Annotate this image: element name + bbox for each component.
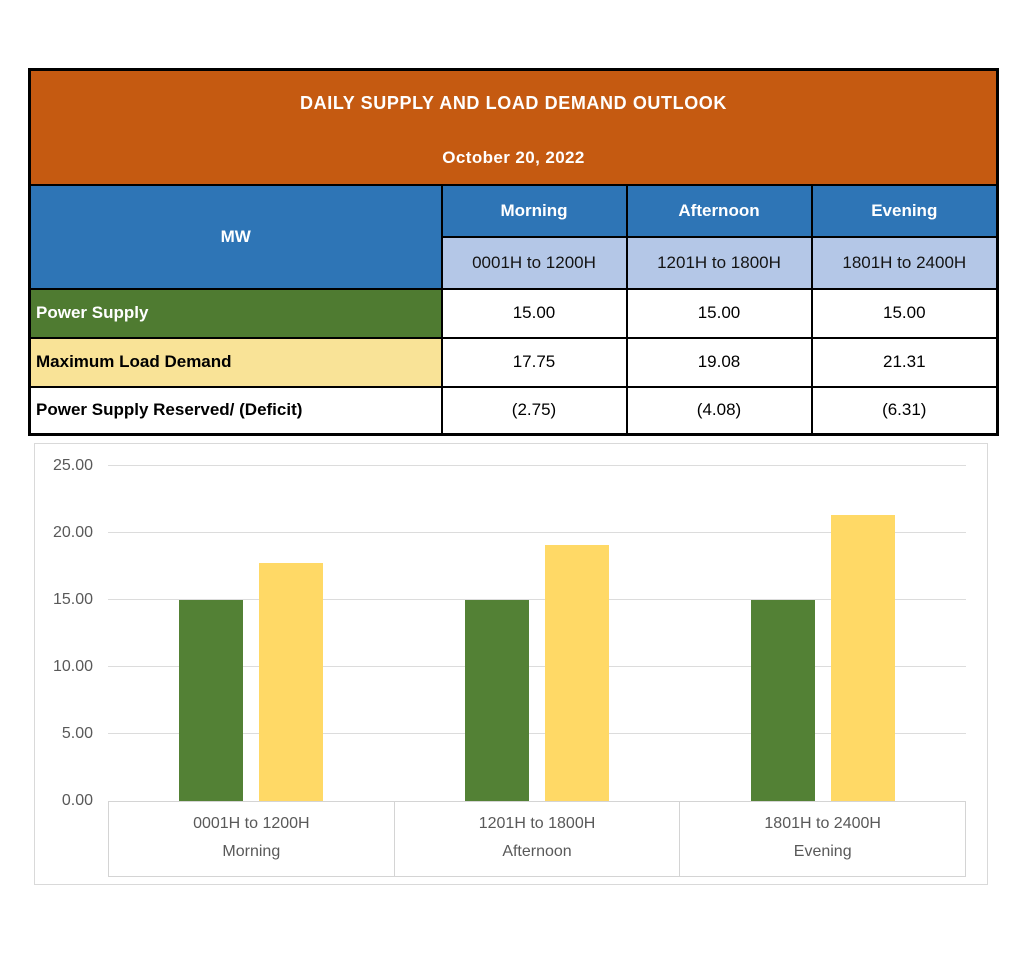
value-cell: 15.00 bbox=[440, 287, 628, 339]
bar-maximum-load-demand bbox=[831, 515, 895, 801]
column-header-morning: Morning bbox=[440, 183, 628, 238]
bar-maximum-load-demand bbox=[259, 563, 323, 801]
row-label-power-supply: Power Supply bbox=[28, 287, 443, 339]
y-tick-label: 20.00 bbox=[52, 524, 93, 541]
column-header-evening: Evening bbox=[810, 183, 999, 238]
row-label-max-load-demand: Maximum Load Demand bbox=[28, 336, 443, 388]
plot-area bbox=[108, 465, 966, 801]
bar-power-supply bbox=[465, 600, 529, 801]
gridline bbox=[108, 465, 966, 466]
row-label-reserve-deficit: Power Supply Reserved/ (Deficit) bbox=[28, 385, 443, 436]
table-banner: DAILY SUPPLY AND LOAD DEMAND OUTLOOK Oct… bbox=[28, 68, 999, 186]
y-tick-label: 0.00 bbox=[61, 792, 93, 809]
table-row-power-supply: Power Supply 15.00 15.00 15.00 bbox=[28, 287, 999, 339]
x-category-hours: 1801H to 2400H bbox=[764, 815, 881, 832]
hours-header-evening: 1801H to 2400H bbox=[810, 235, 999, 290]
value-cell: 21.31 bbox=[810, 336, 999, 388]
x-category-period: Morning bbox=[222, 843, 281, 860]
outlook-table: DAILY SUPPLY AND LOAD DEMAND OUTLOOK Oct… bbox=[28, 68, 1000, 436]
supply-demand-bar-chart: 25.00 20.00 15.00 10.00 5.00 0.00 0001H to 12… bbox=[34, 443, 988, 885]
table-date: October 20, 2022 bbox=[442, 147, 585, 167]
gridline bbox=[108, 733, 966, 734]
value-cell: 17.75 bbox=[440, 336, 628, 388]
hours-header-morning: 0001H to 1200H bbox=[440, 235, 628, 290]
x-category: 1201H to 1800H Afternoon bbox=[393, 802, 680, 876]
y-tick-label: 25.00 bbox=[52, 457, 93, 474]
value-cell: 15.00 bbox=[625, 287, 813, 339]
x-category-hours: 0001H to 1200H bbox=[193, 815, 310, 832]
x-axis: 0001H to 1200H Morning 1201H to 1800H After… bbox=[108, 801, 966, 877]
bar-power-supply bbox=[179, 600, 243, 801]
table-title: DAILY SUPPLY AND LOAD DEMAND OUTLOOK bbox=[300, 93, 728, 113]
x-category-period: Evening bbox=[793, 843, 852, 860]
x-category-period: Afternoon bbox=[502, 843, 572, 860]
bar-groups bbox=[108, 466, 966, 801]
table-row-reserve-deficit: Power Supply Reserved/ (Deficit) (2.75) … bbox=[28, 385, 999, 436]
bar-group bbox=[394, 466, 680, 801]
value-cell: 19.08 bbox=[625, 336, 813, 388]
value-cell: 15.00 bbox=[810, 287, 999, 339]
bar-power-supply bbox=[751, 600, 815, 801]
y-tick-label: 15.00 bbox=[52, 591, 93, 608]
value-cell: (6.31) bbox=[810, 385, 999, 436]
column-header-afternoon: Afternoon bbox=[625, 183, 813, 238]
y-tick-label: 5.00 bbox=[61, 725, 93, 742]
gridline bbox=[108, 532, 966, 533]
gridline bbox=[108, 599, 966, 600]
table-row-max-load-demand: Maximum Load Demand 17.75 19.08 21.31 bbox=[28, 336, 999, 388]
x-category: 0001H to 1200H Morning bbox=[109, 802, 394, 876]
y-tick-label: 10.00 bbox=[52, 658, 93, 675]
bar-maximum-load-demand bbox=[545, 545, 609, 801]
value-cell: (4.08) bbox=[625, 385, 813, 436]
unit-header-cell: MW bbox=[28, 183, 443, 290]
x-category-hours: 1201H to 1800H bbox=[478, 815, 596, 832]
bar-group bbox=[108, 466, 394, 801]
gridline bbox=[108, 666, 966, 667]
hours-header-afternoon: 1201H to 1800H bbox=[625, 235, 813, 290]
value-cell: (2.75) bbox=[440, 385, 628, 436]
bar-group bbox=[680, 466, 966, 801]
x-category: 1801H to 2400H Evening bbox=[679, 802, 965, 876]
